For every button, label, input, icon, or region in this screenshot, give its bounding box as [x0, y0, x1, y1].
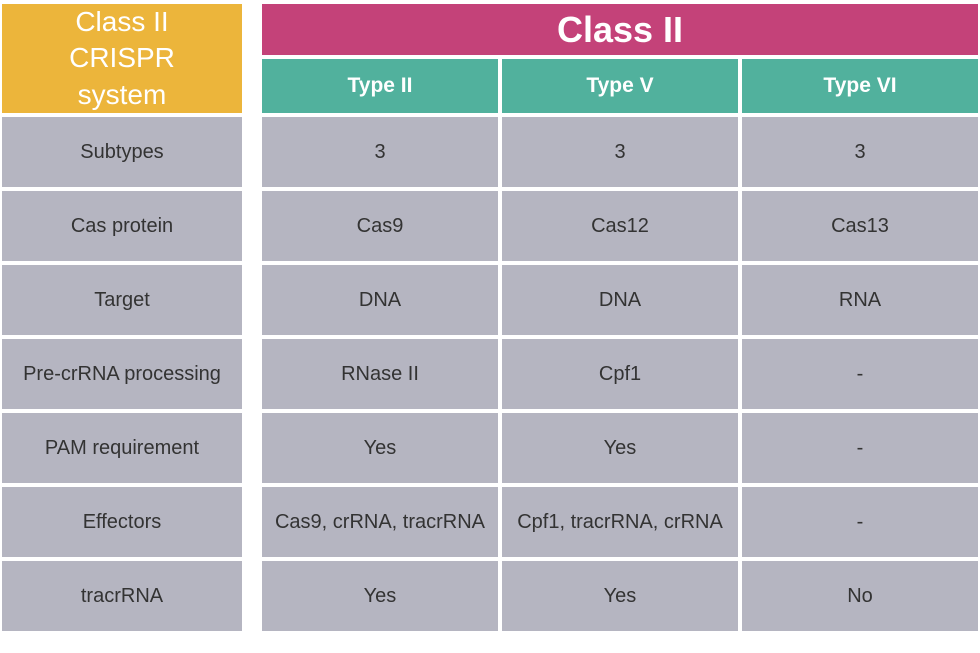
row-value: DNA [502, 265, 738, 335]
row-value: - [742, 487, 978, 557]
table-row: Pre-crRNA processing RNase II Cpf1 - [2, 339, 978, 409]
row-value: Yes [502, 413, 738, 483]
row-value: 3 [502, 117, 738, 187]
header-sub-1: Type V [502, 59, 738, 113]
header-sub-0: Type II [262, 59, 498, 113]
row-value: Cas13 [742, 191, 978, 261]
row-value: Cpf1, tracrRNA, crRNA [502, 487, 738, 557]
table-row: Effectors Cas9, crRNA, tracrRNA Cpf1, tr… [2, 487, 978, 557]
row-value: Cpf1 [502, 339, 738, 409]
row-value: 3 [262, 117, 498, 187]
row-label: Cas protein [2, 191, 242, 261]
row-label: PAM requirement [2, 413, 242, 483]
header-sub-2: Type VI [742, 59, 978, 113]
row-value: DNA [262, 265, 498, 335]
header-left-title: Class II CRISPR system [2, 4, 242, 113]
row-value: 3 [742, 117, 978, 187]
table-row: Subtypes 3 3 3 [2, 117, 978, 187]
table-row: Target DNA DNA RNA [2, 265, 978, 335]
row-value: - [742, 413, 978, 483]
row-value: RNase II [262, 339, 498, 409]
row-label: tracrRNA [2, 561, 242, 631]
row-value: RNA [742, 265, 978, 335]
row-value: Yes [262, 561, 498, 631]
row-label: Effectors [2, 487, 242, 557]
row-value: Yes [262, 413, 498, 483]
row-value: Yes [502, 561, 738, 631]
row-value: Cas9, crRNA, tracrRNA [262, 487, 498, 557]
row-value: Cas12 [502, 191, 738, 261]
row-value: No [742, 561, 978, 631]
header-sub-row: Type II Type V Type VI [262, 59, 978, 113]
row-label: Target [2, 265, 242, 335]
table-row: Cas protein Cas9 Cas12 Cas13 [2, 191, 978, 261]
table-header: Class II CRISPR system Class II Type II … [2, 4, 978, 113]
row-label: Subtypes [2, 117, 242, 187]
table-row: tracrRNA Yes Yes No [2, 561, 978, 631]
row-label: Pre-crRNA processing [2, 339, 242, 409]
header-main-title: Class II [262, 4, 978, 55]
crispr-table: Class II CRISPR system Class II Type II … [0, 0, 980, 635]
table-row: PAM requirement Yes Yes - [2, 413, 978, 483]
row-value: - [742, 339, 978, 409]
row-value: Cas9 [262, 191, 498, 261]
